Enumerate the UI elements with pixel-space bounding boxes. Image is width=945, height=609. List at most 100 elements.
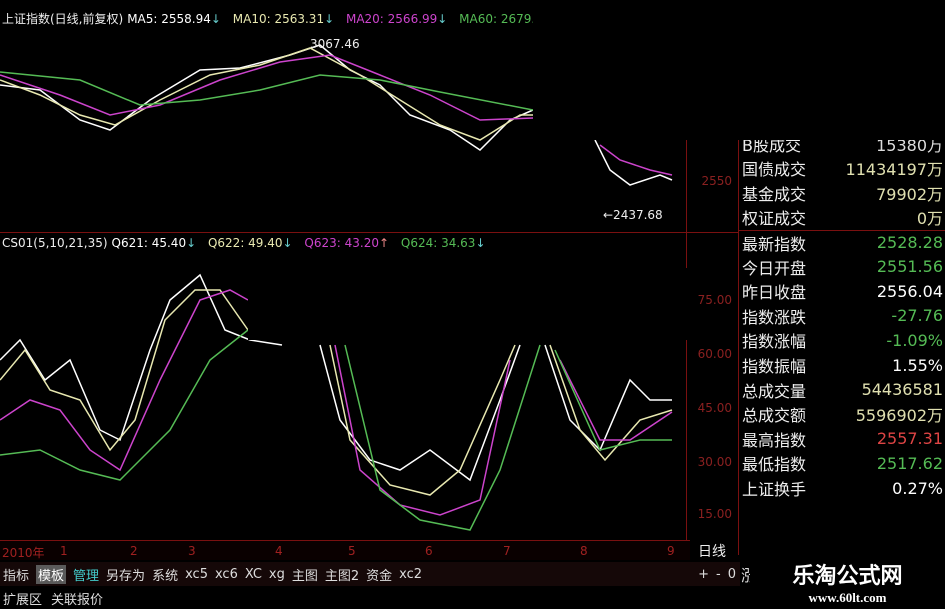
ma60-line <box>0 71 534 111</box>
quote-key: 基金成交 <box>742 184 807 204</box>
quote-value: 5596902万 <box>855 406 943 426</box>
quote-row: 权证成交 0万 <box>739 205 945 230</box>
q621-line <box>319 344 521 482</box>
quote-value: 2528.28 <box>876 233 943 253</box>
date-tick: 7 <box>503 544 511 558</box>
q622-line <box>549 344 673 462</box>
zoom-in-button[interactable]: + <box>698 566 710 582</box>
zoom-out-button[interactable]: - <box>716 566 721 582</box>
ma10-label: MA10: 2563.31 <box>232 12 325 26</box>
quote-value: 2551.56 <box>876 257 943 277</box>
tab-xg[interactable]: xg <box>268 566 285 582</box>
indicator-header: CS01(5,10,21,35) Q621: 45.40↓ Q622: 49.40… <box>2 236 494 250</box>
tab-main-chart[interactable]: 主图 <box>291 568 318 584</box>
quote-row: 指数涨跌 -27.76 <box>739 304 945 329</box>
tab-save-as[interactable]: 另存为 <box>106 568 146 584</box>
low-label: ←2437.68 <box>603 208 663 222</box>
quote-value: 79902万 <box>876 184 943 204</box>
quote-value: -1.09% <box>886 330 943 350</box>
quote-row: B股成交 15380万 <box>739 140 945 156</box>
date-tick: 1 <box>60 544 68 558</box>
quote-key: 最低指数 <box>742 455 807 475</box>
indicator-tick: 75.00 <box>697 293 732 307</box>
arrow-down-icon: ↓ <box>210 12 221 26</box>
q622-label: Q622: 49.40 <box>207 236 283 250</box>
quote-value: 2517.62 <box>876 453 943 473</box>
quote-value: 0.27% <box>892 478 943 498</box>
ma5-line <box>0 44 534 151</box>
bottom-bar: 扩展区 关联报价 <box>0 588 740 609</box>
q622-line <box>329 344 516 496</box>
quote-row: 基金成交 79902万 <box>739 181 945 206</box>
quote-value: 11434197万 <box>845 160 943 180</box>
quote-key: 权证成交 <box>742 209 807 229</box>
q624-line <box>344 344 541 531</box>
quote-value: 15380万 <box>876 140 943 155</box>
quote-key: 上证换手 <box>742 480 807 500</box>
q621-label: Q621: 45.40 <box>111 236 187 250</box>
quote-key: 总成交额 <box>742 406 807 426</box>
quote-row: 昨日收盘 2556.04 <box>739 279 945 304</box>
watermark-url: www.60lt.com <box>808 590 887 605</box>
quote-row: 国债成交 11434197万 <box>739 156 945 181</box>
q623-line <box>559 359 673 441</box>
quote-key: B股成交 <box>742 140 801 155</box>
tab-main-chart-2[interactable]: 主图2 <box>324 568 360 584</box>
ma5-label: MA5: 2558.94 <box>127 12 211 26</box>
indicator-tick: 30.00 <box>697 455 732 469</box>
date-tick: 9 <box>667 544 675 558</box>
quote-key: 今日开盘 <box>742 258 807 278</box>
quote-panel: B股成交 15380万国债成交 11434197万基金成交 79902万权证成交 0万最… <box>738 140 945 555</box>
date-tick: 2010年 <box>2 546 45 560</box>
quote-key: 国债成交 <box>742 160 807 180</box>
indicator-name: CS01(5,10,21,35) <box>2 236 108 250</box>
tab-funds[interactable]: 资金 <box>366 568 393 584</box>
quote-key: 昨日收盘 <box>742 283 807 303</box>
quote-key: 总成交量 <box>742 381 807 401</box>
tab-xc5[interactable]: xc5 <box>185 566 208 582</box>
zoom-reset-button[interactable]: 0 <box>727 566 736 582</box>
date-tick: 5 <box>348 544 356 558</box>
tab-manage[interactable]: 管理 <box>73 568 100 584</box>
ma20-line <box>0 54 534 121</box>
date-tick: 3 <box>188 544 196 558</box>
indicator-tick: 45.00 <box>697 401 732 415</box>
quote-key: 指数振幅 <box>742 357 807 377</box>
quote-value: 0万 <box>916 209 943 229</box>
ma20-label: MA20: 2566.99 <box>345 12 438 26</box>
date-tick: 6 <box>425 544 433 558</box>
panel-divider <box>0 232 740 233</box>
quote-key: 最新指数 <box>742 234 807 254</box>
quote-key: 指数涨幅 <box>742 332 807 352</box>
arrow-down-icon: ↓ <box>324 12 335 26</box>
quote-value: 1.55% <box>892 355 943 375</box>
tab-extension-area[interactable]: 扩展区 <box>3 593 43 608</box>
tab-xc2[interactable]: xc2 <box>399 566 423 582</box>
tab-indicator[interactable]: 指标 <box>3 568 30 584</box>
q621-line <box>544 344 672 452</box>
q623-line <box>334 344 511 516</box>
q624-label: Q624: 34.63 <box>400 236 476 250</box>
chart-title: 上证指数(日线,前复权) <box>2 12 124 26</box>
quote-row: 总成交量 54436581 <box>739 377 945 402</box>
quote-row: 最低指数 2517.62 <box>739 451 945 476</box>
date-tick: 8 <box>580 544 588 558</box>
tab-XC[interactable]: XC <box>244 566 262 582</box>
arrow-up-icon: ↑ <box>378 236 390 250</box>
quote-value: 2557.31 <box>876 429 943 449</box>
tab-related-quotes[interactable]: 关联报价 <box>51 593 104 608</box>
tab-system[interactable]: 系统 <box>152 568 179 584</box>
indicator-tick: 60.00 <box>697 347 732 361</box>
period-label[interactable]: 日线 <box>698 544 726 560</box>
tab-xc6[interactable]: xc6 <box>214 566 238 582</box>
tab-template[interactable]: 模板 <box>36 564 67 584</box>
q623-line <box>0 289 249 472</box>
quote-row: 指数涨幅 -1.09% <box>739 328 945 353</box>
arrow-down-icon: ↓ <box>186 236 197 250</box>
quote-row: 今日开盘 2551.56 <box>739 254 945 279</box>
q624-line <box>0 329 249 481</box>
price-tick: 2550 <box>701 174 732 188</box>
toolbar: 指标 模板 管理 另存为 系统 xc5 xc6 XC xg 主图 主图2 资金 … <box>0 562 740 586</box>
date-tick: 2 <box>130 544 138 558</box>
q621-line <box>0 273 283 442</box>
